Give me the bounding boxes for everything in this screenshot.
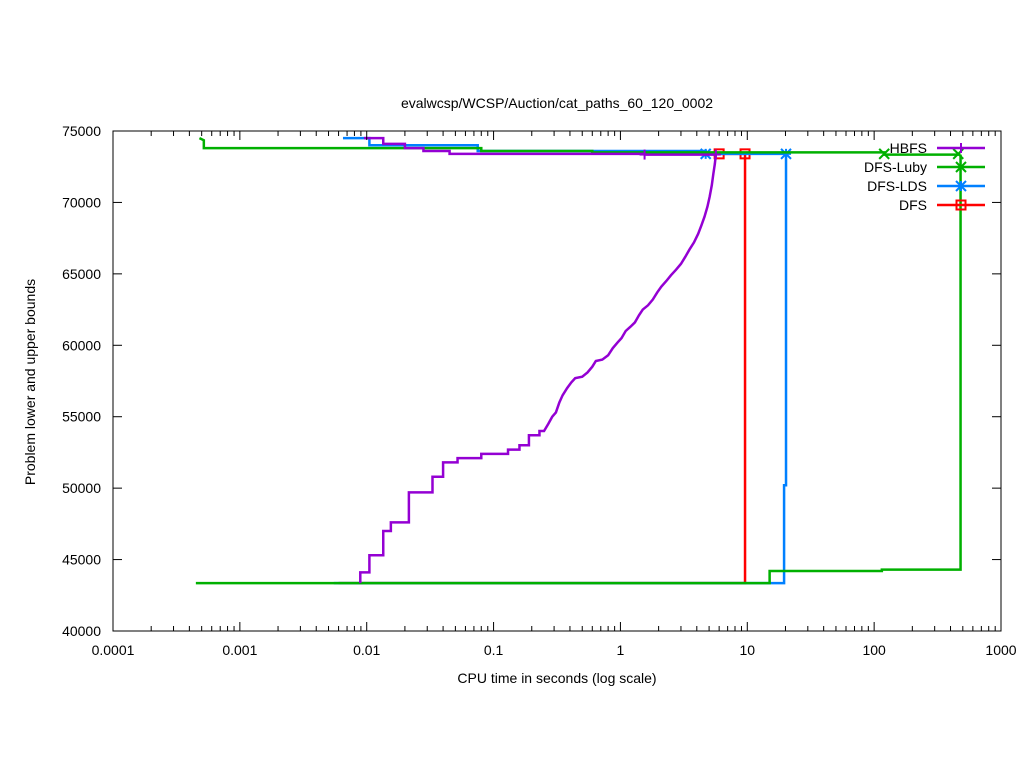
dfs-luby-point-marker [878, 148, 890, 160]
hbfs-lower-bound-line [359, 154, 718, 584]
legend-label: HBFS [890, 140, 927, 156]
x-tick-label: 0.1 [484, 642, 504, 658]
x-axis-label: CPU time in seconds (log scale) [457, 670, 656, 686]
y-tick-label: 70000 [62, 194, 101, 210]
legend: HBFS DFS-Luby DFS-LDS DFS [864, 140, 985, 213]
series-hbfs [359, 136, 721, 584]
y-tick-label: 40000 [62, 623, 101, 639]
x-tick-label: 0.001 [222, 642, 257, 658]
legend-label: DFS-Luby [864, 159, 927, 175]
legend-label: DFS-LDS [867, 178, 927, 194]
y-tick-label: 50000 [62, 480, 101, 496]
y-tick-label: 60000 [62, 337, 101, 353]
legend-label: DFS [899, 197, 927, 213]
series-dfs-luby [195, 137, 964, 585]
y-tick-label: 75000 [62, 123, 101, 139]
legend-marker [955, 180, 967, 192]
legend-entry-dfs-luby: DFS-Luby [864, 159, 985, 175]
x-tick-label: 0.0001 [92, 642, 135, 658]
y-tick-label: 55000 [62, 409, 101, 425]
hbfs-point-marker [710, 149, 721, 160]
legend-marker [955, 161, 967, 173]
y-axis-label: Problem lower and upper bounds [22, 279, 38, 485]
legend-entry-dfs-lds: DFS-LDS [867, 178, 985, 194]
legend-entry-hbfs: HBFS [890, 140, 985, 156]
series-layer [195, 136, 964, 585]
legend-marker [955, 199, 967, 211]
legend-marker [956, 143, 966, 153]
x-tick-label: 0.01 [353, 642, 380, 658]
dfs-luby-upper-bound-line [198, 137, 961, 156]
series-dfs-lds [333, 136, 792, 585]
dfs-lds-point-marker [780, 148, 792, 160]
x-tick-label: 10 [739, 642, 755, 658]
plot-border [112, 130, 1002, 632]
dfs-luby-lower-bound-line [195, 154, 962, 585]
axes-layer: 0.0001 0.001 0.01 0.1 1 10 100 1000 40000 45000 50… [62, 123, 1017, 658]
legend-entry-dfs: DFS [899, 197, 985, 213]
x-tick-label: 100 [862, 642, 886, 658]
x-tick-label: 1 [617, 642, 625, 658]
dfs-lower-bound-line [338, 153, 747, 585]
x-tick-label: 1000 [985, 642, 1016, 658]
dfs-lds-lower-bound-line [333, 154, 788, 585]
series-dfs [338, 148, 751, 585]
y-tick-label: 65000 [62, 266, 101, 282]
chart-title: evalwcsp/WCSP/Auction/cat_paths_60_120_0… [401, 95, 713, 111]
y-tick-label: 45000 [62, 552, 101, 568]
hbfs-point-marker [639, 149, 650, 160]
